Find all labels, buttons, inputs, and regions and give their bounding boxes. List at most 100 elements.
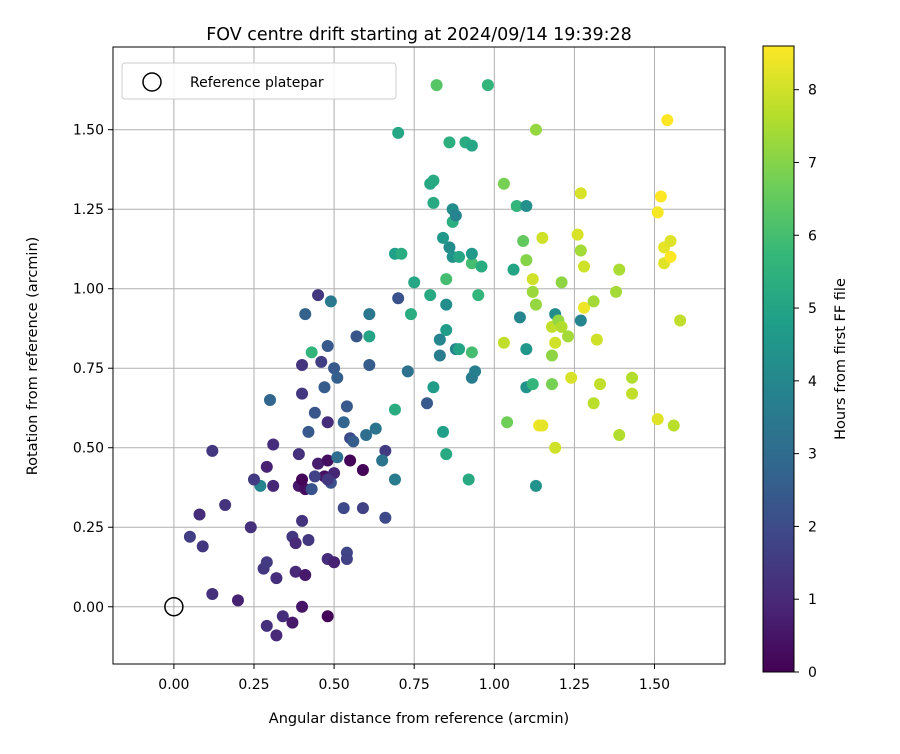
colorbar-tick-label: 2	[808, 519, 817, 535]
y-tick-label: 0.00	[73, 600, 104, 616]
data-point	[571, 228, 584, 241]
data-point	[302, 533, 315, 546]
reference-point-marker	[164, 597, 184, 617]
data-point	[392, 126, 405, 139]
data-point	[360, 429, 373, 442]
data-point	[286, 616, 299, 629]
data-point	[337, 502, 350, 515]
data-point	[578, 260, 591, 273]
colorbar-tick-label: 1	[808, 592, 817, 608]
y-axis-ticks: 0.00 0.25 0.50 0.75 1.00 1.25 1.50	[73, 123, 113, 616]
data-point	[437, 231, 450, 244]
colorbar-tick-label: 0	[808, 665, 817, 681]
x-axis-ticks: 0.00 0.25 0.50 0.75 1.00 1.25 1.50	[158, 664, 670, 693]
data-point	[674, 314, 687, 327]
data-point	[395, 247, 408, 260]
x-tick-label: 0.25	[238, 677, 269, 693]
data-point	[296, 514, 309, 527]
data-point	[369, 422, 382, 435]
data-point	[555, 276, 568, 289]
data-point	[549, 336, 562, 349]
data-point	[507, 263, 520, 276]
colorbar-tick-label: 7	[808, 155, 817, 171]
data-point	[427, 174, 440, 187]
x-tick-label: 0.50	[319, 677, 350, 693]
colorbar-label: Hours from first FF file	[833, 278, 849, 440]
data-point	[465, 247, 478, 260]
legend-reference-marker	[142, 72, 162, 92]
data-point	[267, 438, 280, 451]
colorbar-tick-label: 5	[808, 301, 817, 317]
data-point	[453, 250, 466, 263]
data-point	[331, 371, 344, 384]
data-point	[296, 473, 309, 486]
data-point	[465, 346, 478, 359]
data-point	[305, 346, 318, 359]
data-point	[443, 241, 456, 254]
data-point	[299, 308, 312, 321]
data-point	[587, 397, 600, 410]
legend-box	[121, 62, 397, 100]
data-point	[613, 263, 626, 276]
data-point	[321, 339, 334, 352]
data-point	[350, 330, 363, 343]
data-point	[376, 454, 389, 467]
data-point	[356, 502, 369, 515]
data-point	[626, 371, 639, 384]
colorbar-tick-label: 3	[808, 447, 817, 463]
data-point	[299, 568, 312, 581]
data-point	[315, 355, 328, 368]
y-tick-label: 1.25	[73, 202, 104, 218]
data-point	[356, 463, 369, 476]
data-point	[260, 556, 273, 569]
data-point	[574, 314, 587, 327]
data-point	[260, 460, 273, 473]
data-point	[594, 378, 607, 391]
data-point	[513, 311, 526, 324]
data-point	[437, 425, 450, 438]
data-point	[565, 371, 578, 384]
legend-label: Reference platepar	[190, 75, 324, 91]
data-point	[661, 114, 674, 127]
data-point	[536, 231, 549, 244]
data-point	[433, 333, 446, 346]
data-point	[529, 298, 542, 311]
chart-title: FOV centre drift starting at 2024/09/14 …	[206, 25, 632, 45]
data-point	[510, 200, 523, 213]
y-tick-label: 0.25	[73, 520, 104, 536]
data-point	[440, 273, 453, 286]
data-point	[321, 473, 334, 486]
data-point	[440, 324, 453, 337]
data-point	[526, 378, 539, 391]
data-point	[497, 177, 510, 190]
plot-frame	[112, 46, 726, 665]
data-point	[613, 429, 626, 442]
data-point	[340, 400, 353, 413]
data-point	[264, 394, 277, 407]
colorbar-tick-label: 6	[808, 228, 817, 244]
data-point	[206, 588, 219, 601]
data-point	[344, 454, 357, 467]
data-point	[651, 206, 664, 219]
data-point	[231, 594, 244, 607]
data-point	[292, 448, 305, 461]
data-point	[363, 330, 376, 343]
data-point	[574, 187, 587, 200]
data-point	[465, 139, 478, 152]
x-tick-label: 0.00	[158, 677, 189, 693]
data-point	[421, 397, 434, 410]
data-point	[424, 289, 437, 302]
data-point	[196, 540, 209, 553]
data-point	[392, 292, 405, 305]
data-point	[453, 343, 466, 356]
data-point	[462, 473, 475, 486]
colorbar-tick-label: 8	[808, 83, 817, 99]
data-point	[667, 419, 680, 432]
data-point	[321, 416, 334, 429]
data-point	[267, 479, 280, 492]
y-tick-label: 0.75	[73, 361, 104, 377]
data-point	[529, 123, 542, 136]
data-point	[305, 483, 318, 496]
colorbar-gradient	[762, 45, 795, 673]
